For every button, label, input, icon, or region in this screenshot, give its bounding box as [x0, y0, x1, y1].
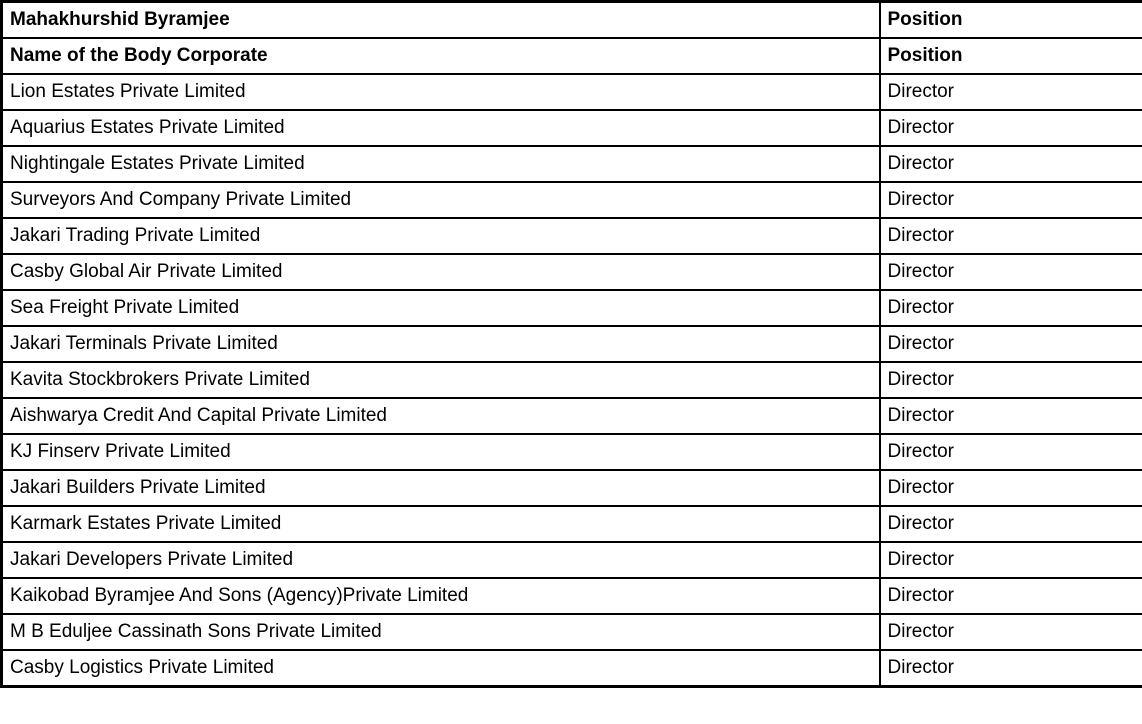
company-name-cell: Karmark Estates Private Limited — [0, 505, 881, 543]
position-cell: Director — [878, 109, 1142, 147]
table-row: Jakari Terminals Private Limited Directo… — [0, 325, 1142, 363]
table-row: Kavita Stockbrokers Private Limited Dire… — [0, 361, 1142, 399]
position-cell: Director — [878, 361, 1142, 399]
company-name-cell: Nightingale Estates Private Limited — [0, 145, 881, 183]
directorships-table: Mahakhurshid Byramjee Position Name of t… — [0, 0, 1142, 688]
table-row: Sea Freight Private Limited Director — [0, 289, 1142, 327]
table-row: Casby Global Air Private Limited Directo… — [0, 253, 1142, 291]
position-cell: Director — [878, 289, 1142, 327]
table-row: Jakari Builders Private Limited Director — [0, 469, 1142, 507]
company-name-cell: Casby Global Air Private Limited — [0, 253, 881, 291]
position-cell: Director — [878, 433, 1142, 471]
table-row: Aquarius Estates Private Limited Directo… — [0, 109, 1142, 147]
position-cell: Director — [878, 325, 1142, 363]
company-name-cell: Aquarius Estates Private Limited — [0, 109, 881, 147]
position-header: Position — [878, 0, 1142, 39]
company-name-cell: Jakari Trading Private Limited — [0, 217, 881, 255]
table-row: Jakari Developers Private Limited Direct… — [0, 541, 1142, 579]
body-corporate-header: Name of the Body Corporate — [0, 37, 881, 75]
table-row: Aishwarya Credit And Capital Private Lim… — [0, 397, 1142, 435]
position-cell: Director — [878, 217, 1142, 255]
position-cell: Director — [878, 145, 1142, 183]
table-row: Lion Estates Private Limited Director — [0, 73, 1142, 111]
position-cell: Director — [878, 505, 1142, 543]
company-name-cell: Aishwarya Credit And Capital Private Lim… — [0, 397, 881, 435]
company-name-cell: Surveyors And Company Private Limited — [0, 181, 881, 219]
position-cell: Director — [878, 73, 1142, 111]
company-name-cell: Kaikobad Byramjee And Sons (Agency)Priva… — [0, 577, 881, 615]
table-row: Jakari Trading Private Limited Director — [0, 217, 1142, 255]
position-cell: Director — [878, 541, 1142, 579]
table-row: Casby Logistics Private Limited Director — [0, 649, 1142, 688]
table-row: Karmark Estates Private Limited Director — [0, 505, 1142, 543]
position-cell: Director — [878, 577, 1142, 615]
company-name-cell: Kavita Stockbrokers Private Limited — [0, 361, 881, 399]
company-name-cell: Lion Estates Private Limited — [0, 73, 881, 111]
person-name-header: Mahakhurshid Byramjee — [0, 0, 881, 39]
table-row: KJ Finserv Private Limited Director — [0, 433, 1142, 471]
position-cell: Director — [878, 397, 1142, 435]
company-name-cell: M B Eduljee Cassinath Sons Private Limit… — [0, 613, 881, 651]
table-row: Kaikobad Byramjee And Sons (Agency)Priva… — [0, 577, 1142, 615]
company-name-cell: Jakari Developers Private Limited — [0, 541, 881, 579]
company-name-cell: Sea Freight Private Limited — [0, 289, 881, 327]
table-row: M B Eduljee Cassinath Sons Private Limit… — [0, 613, 1142, 651]
position-cell: Director — [878, 613, 1142, 651]
position-cell: Director — [878, 253, 1142, 291]
table-row: Surveyors And Company Private Limited Di… — [0, 181, 1142, 219]
table-subheader-row: Name of the Body Corporate Position — [0, 37, 1142, 75]
company-name-cell: Jakari Terminals Private Limited — [0, 325, 881, 363]
position-subheader: Position — [878, 37, 1142, 75]
company-name-cell: Casby Logistics Private Limited — [0, 649, 881, 688]
company-name-cell: Jakari Builders Private Limited — [0, 469, 881, 507]
position-cell: Director — [878, 649, 1142, 688]
table-row: Nightingale Estates Private Limited Dire… — [0, 145, 1142, 183]
company-name-cell: KJ Finserv Private Limited — [0, 433, 881, 471]
position-cell: Director — [878, 469, 1142, 507]
position-cell: Director — [878, 181, 1142, 219]
table-header-row: Mahakhurshid Byramjee Position — [0, 0, 1142, 39]
